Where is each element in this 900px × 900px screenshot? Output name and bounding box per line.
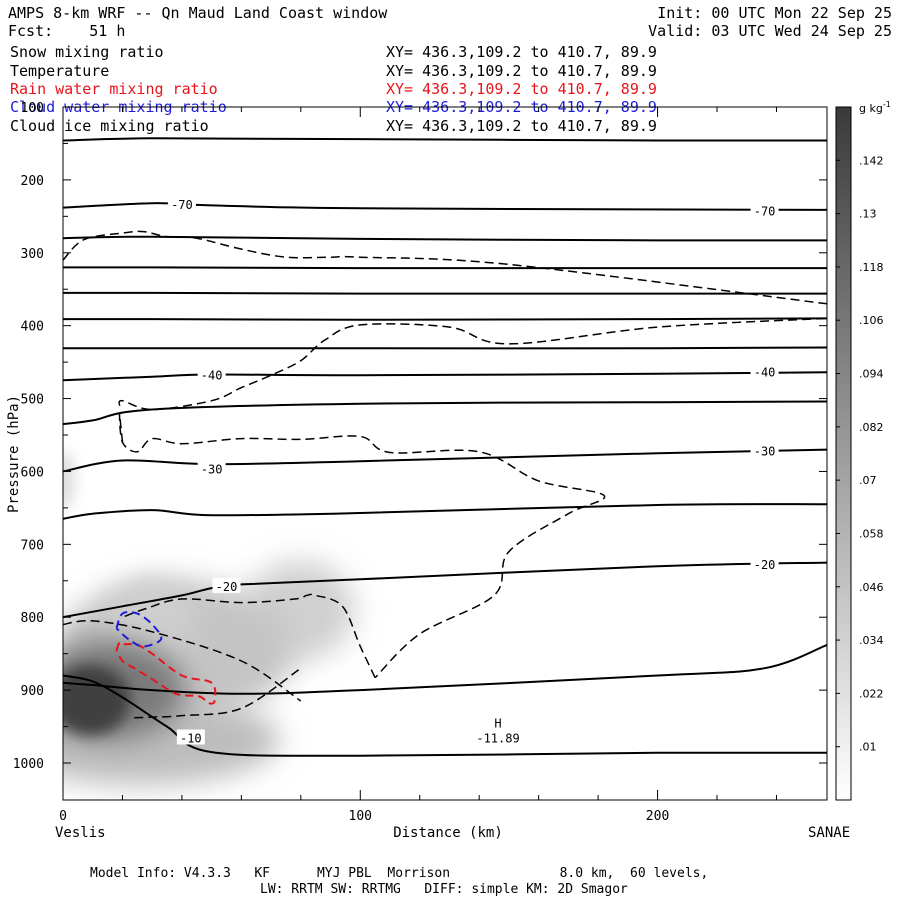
legend-name-temperature: Temperature <box>10 62 110 80</box>
legend-xy-snow: XY= 436.3,109.2 to 410.7, 89.9 <box>386 43 657 61</box>
legend-xy-cloud-ice: XY= 436.3,109.2 to 410.7, 89.9 <box>386 117 657 135</box>
temperature-label: -20 <box>754 558 776 572</box>
x-tick-label: 200 <box>646 809 669 824</box>
temperature-label-bg <box>197 366 226 382</box>
colorbar-level-label: .106 <box>859 314 884 327</box>
temperature-isotherm <box>63 400 827 426</box>
snow-contour <box>122 593 376 679</box>
temperature-isotherm <box>63 266 827 270</box>
y-tick-label: 900 <box>21 684 44 699</box>
temperature-label: -10 <box>180 731 202 745</box>
colorbar-gradient <box>835 106 852 801</box>
y-tick-label: 800 <box>21 611 44 626</box>
y-tick-label: 400 <box>21 320 44 335</box>
y-tick-label: 1000 <box>13 757 44 772</box>
x-tick-label: 0 <box>59 809 67 824</box>
max-marker-symbol: H <box>494 716 501 730</box>
temperature-label-bg <box>750 442 779 458</box>
temperature-isotherm <box>63 561 827 619</box>
y-tick-label: 500 <box>21 393 44 408</box>
temperature-label-bg <box>750 556 779 572</box>
snow-contour <box>134 667 302 719</box>
legend-xy-temperature: XY= 436.3,109.2 to 410.7, 89.9 <box>386 62 657 80</box>
axes: 100 200 300 400 500 600 700 800 900 1000 0 100 200 <box>13 101 827 824</box>
temperature-isotherm <box>63 317 827 321</box>
colorbar-level-label: .082 <box>859 421 884 434</box>
max-marker: H-11.89 <box>476 716 519 745</box>
plot-frame <box>62 106 828 801</box>
temperature-isotherm <box>63 137 827 142</box>
temperature-label: -40 <box>201 369 223 383</box>
max-marker-value: -11.89 <box>476 731 519 745</box>
temperature-label: -40 <box>754 366 776 380</box>
temperature-isotherm <box>63 643 827 695</box>
temperature-isotherm <box>63 371 827 382</box>
temperature-isotherm <box>63 503 827 520</box>
colorbar-level-label: .118 <box>859 261 884 274</box>
temperature-isotherm <box>63 448 827 473</box>
temperature-contours <box>63 137 827 757</box>
cloud-water-contours <box>115 610 163 648</box>
valid-time: Valid: 03 UTC Wed 24 Sep 25 <box>648 22 892 40</box>
forecast-hour: Fcst: 51 h <box>8 22 126 40</box>
colorbar-level-label: .07 <box>859 474 877 487</box>
temperature-label-bg <box>750 202 779 218</box>
snow-contour <box>63 619 302 702</box>
colorbar: .01 .022 .034 .046 .058 .07 .082 .094 .106 .118 .1… <box>835 100 891 801</box>
cloud-water-contour <box>115 610 163 648</box>
temperature-label: -20 <box>216 580 238 594</box>
legend-xy-rain: XY= 436.3,109.2 to 410.7, 89.9 <box>386 80 657 98</box>
end-location-label: SANAE <box>808 825 850 841</box>
legend-name-snow: Snow mixing ratio <box>10 43 164 61</box>
temperature-labels: -70 -70 -40 -40 -30 -30 -20 -20 -10 <box>167 195 779 745</box>
temperature-label-bg <box>212 577 241 593</box>
legend-name-rain: Rain water mixing ratio <box>10 80 218 98</box>
temperature-label-bg <box>167 195 196 211</box>
colorbar-level-label: .142 <box>859 154 884 167</box>
y-tick-label: 100 <box>21 101 44 116</box>
init-time: Init: 00 UTC Mon 22 Sep 25 <box>657 4 892 22</box>
snow-contour <box>63 230 827 305</box>
colorbar-level-label: .01 <box>859 741 877 754</box>
y-tick-label: 200 <box>21 174 44 189</box>
colorbar-level-label: .094 <box>859 368 884 381</box>
model-physics: LW: RRTM SW: RRTMG DIFF: simple KM: 2D S… <box>260 882 628 897</box>
temperature-label-bg <box>750 363 779 379</box>
temperature-label: -70 <box>754 205 776 219</box>
x-tick-label: 100 <box>349 809 372 824</box>
y-axis-label: Pressure (hPa) <box>6 395 22 513</box>
rain-contours <box>115 641 217 705</box>
model-info: Model Info: V4.3.3 KF MYJ PBL Morrison 8… <box>90 866 709 881</box>
snow-contour <box>118 413 606 679</box>
y-tick-label: 600 <box>21 465 44 480</box>
y-tick-label: 300 <box>21 247 44 262</box>
temperature-isotherm <box>63 291 827 295</box>
temperature-isotherm <box>63 674 827 757</box>
temperature-label-bg <box>176 729 205 745</box>
x-axis-label: Distance (km) <box>393 825 503 841</box>
colorbar-level-label: .022 <box>859 687 884 700</box>
snow-contours <box>63 230 827 719</box>
colorbar-unit: g kg-1 <box>859 100 891 115</box>
temperature-label-bg <box>197 460 226 476</box>
temperature-isotherm <box>63 346 827 350</box>
temperature-label: -70 <box>171 198 193 212</box>
temperature-isotherm <box>63 235 827 242</box>
rain-contour <box>115 641 217 705</box>
temperature-label: -30 <box>754 444 776 458</box>
y-tick-label: 700 <box>21 538 44 553</box>
legend-name-cloud-ice: Cloud ice mixing ratio <box>10 117 209 135</box>
start-location-label: Veslis <box>55 825 106 841</box>
chart-title: AMPS 8-km WRF -- Qn Maud Land Coast wind… <box>8 4 388 22</box>
snow-contour <box>118 317 827 411</box>
colorbar-level-label: .058 <box>859 527 884 540</box>
colorbar-level-label: .13 <box>859 208 877 221</box>
colorbar-level-label: .034 <box>859 634 884 647</box>
colorbar-level-label: .046 <box>859 581 884 594</box>
temperature-label: -30 <box>201 463 223 477</box>
